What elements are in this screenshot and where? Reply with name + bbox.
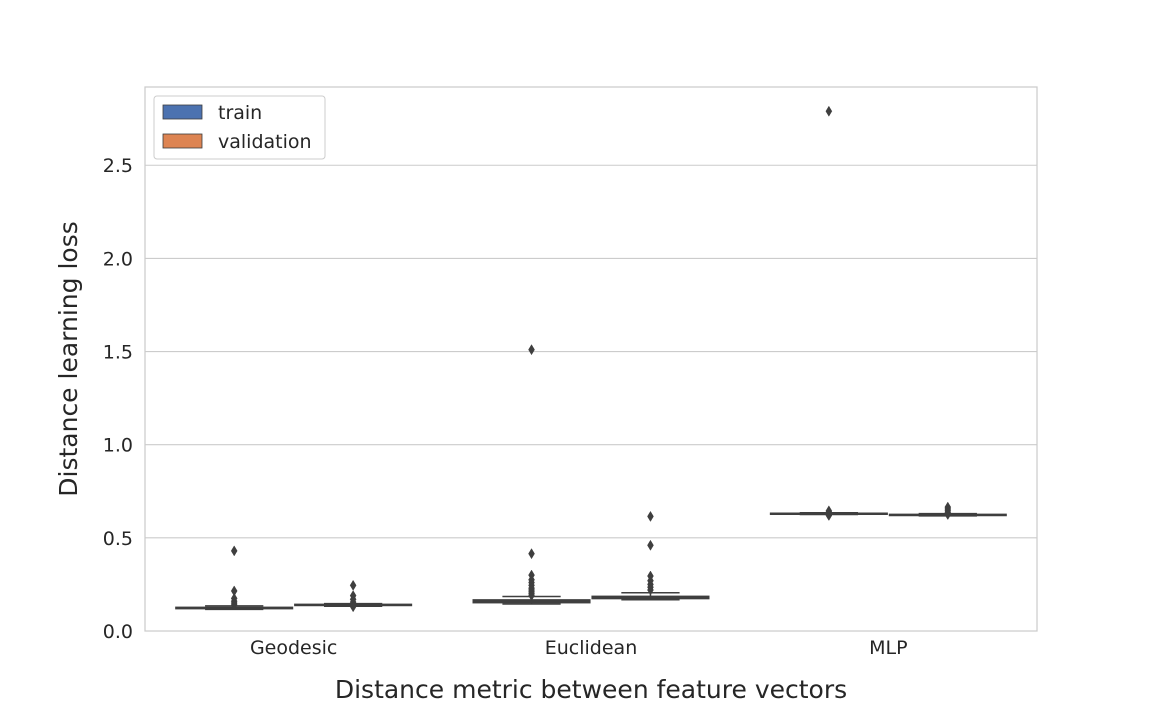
boxes xyxy=(175,105,1007,613)
box-validation-mlp xyxy=(888,501,1007,521)
y-tick-label: 2.0 xyxy=(103,248,133,270)
y-tick-labels: 0.0 0.5 1.0 1.5 2.0 2.5 xyxy=(103,155,133,643)
outlier-point xyxy=(230,545,238,557)
legend-swatch-validation xyxy=(162,133,203,149)
x-axis-title: Distance metric between feature vectors xyxy=(335,675,847,704)
x-tick-labels: Geodesic Euclidean MLP xyxy=(250,637,908,659)
box-train-geodesic xyxy=(175,545,294,611)
x-tick-label: MLP xyxy=(869,637,907,659)
box-validation-euclidean xyxy=(591,510,710,601)
outlier-point xyxy=(647,510,654,522)
y-tick-label: 2.5 xyxy=(103,155,133,177)
legend-swatch-train xyxy=(162,104,203,120)
outlier-point xyxy=(349,601,357,613)
outlier-point xyxy=(349,579,357,591)
box-train-euclidean xyxy=(472,344,591,605)
x-tick-label: Euclidean xyxy=(545,637,638,659)
y-axis-title: Distance learning loss xyxy=(54,221,83,497)
box-train-mlp xyxy=(769,105,888,521)
outlier-point xyxy=(528,590,535,602)
x-tick-label: Geodesic xyxy=(250,637,337,659)
outlier-point xyxy=(230,599,238,611)
box-validation-geodesic xyxy=(294,579,413,613)
y-tick-label: 0.5 xyxy=(103,528,133,550)
outlier-point xyxy=(528,548,535,560)
legend: train validation xyxy=(153,95,326,160)
legend-label-validation: validation xyxy=(218,131,312,153)
gridlines xyxy=(145,164,1037,632)
outlier-point xyxy=(528,344,535,356)
y-tick-label: 0.0 xyxy=(103,621,133,643)
outlier-point xyxy=(647,584,654,596)
outlier-point xyxy=(825,105,833,117)
outlier-point xyxy=(647,539,654,551)
outlier-point xyxy=(944,509,952,521)
plot-area-frame xyxy=(144,86,1038,632)
outlier-point xyxy=(825,510,833,521)
y-tick-label: 1.0 xyxy=(103,435,133,457)
y-tick-label: 1.5 xyxy=(103,342,133,364)
legend-label-train: train xyxy=(218,102,262,124)
